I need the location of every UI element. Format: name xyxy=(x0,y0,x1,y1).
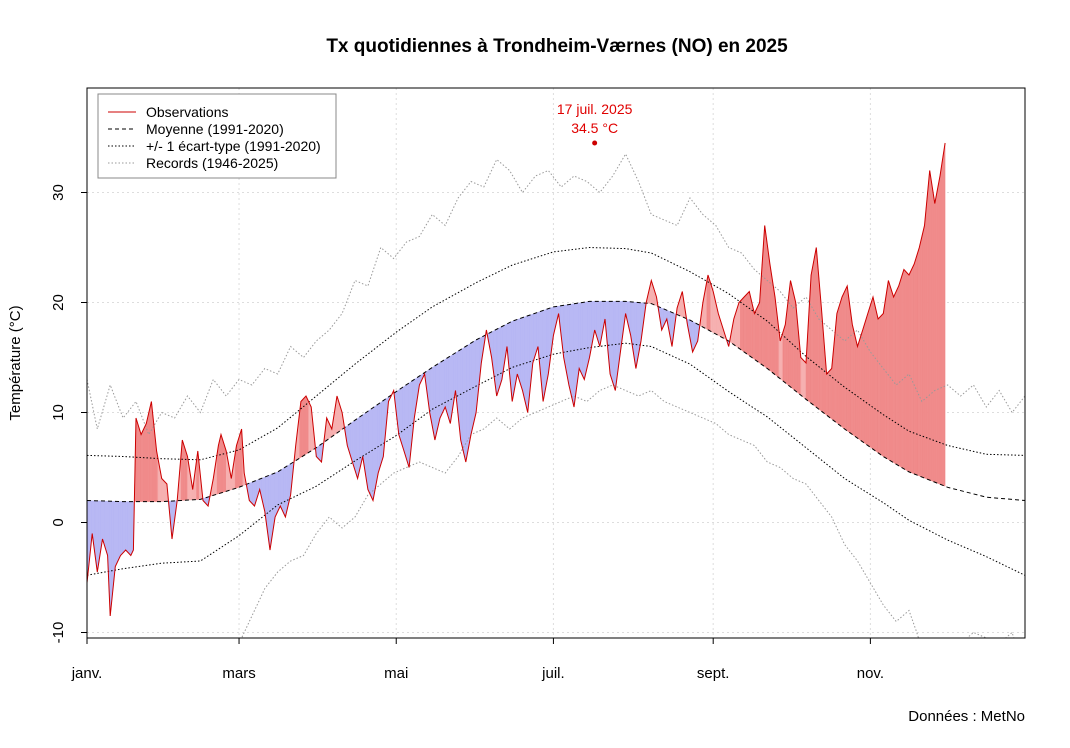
plot-frame xyxy=(86,87,1026,639)
chart-title: Tx quotidiennes à Trondheim-Værnes (NO) … xyxy=(326,36,788,57)
annotation-point xyxy=(592,140,598,146)
legend-label-records: Records (1946-2025) xyxy=(146,155,278,171)
y-tick-label: 10 xyxy=(50,404,67,421)
max-annotation: 17 juil. 2025 34.5 °C xyxy=(557,101,633,146)
y-tick-label: 20 xyxy=(50,294,67,311)
series-lines xyxy=(87,142,1025,638)
observation-fill xyxy=(943,142,946,487)
x-tick-label: sept. xyxy=(697,665,730,682)
x-axis: janv. mars mai juil. sept. nov. xyxy=(71,638,884,682)
y-axis-label: Température (°C) xyxy=(7,305,24,420)
legend-box xyxy=(97,93,337,179)
grid xyxy=(86,88,1025,638)
y-tick-label: 30 xyxy=(50,184,67,201)
x-tick-label: mai xyxy=(384,665,408,682)
x-tick-label: nov. xyxy=(857,665,884,682)
annotation-value: 34.5 °C xyxy=(571,120,618,136)
series-record-min-line xyxy=(241,384,1015,638)
y-tick-label: -10 xyxy=(50,622,67,644)
x-tick-label: janv. xyxy=(71,665,103,682)
legend: Observations Moyenne (1991-2020) +/- 1 é… xyxy=(97,93,337,179)
series-std-lower-line xyxy=(87,342,1025,576)
y-tick-label: 0 xyxy=(50,518,67,526)
data-source: Données : MetNo xyxy=(908,708,1025,725)
legend-label-observations: Observations xyxy=(146,104,228,120)
legend-label-mean: Moyenne (1991-2020) xyxy=(146,121,284,137)
series-record-max-line xyxy=(87,152,1025,436)
annotation-date: 17 juil. 2025 xyxy=(557,101,633,117)
x-tick-label: mars xyxy=(222,665,255,682)
legend-label-std: +/- 1 écart-type (1991-2020) xyxy=(146,138,321,154)
x-tick-label: juil. xyxy=(541,665,565,682)
series-observations-line xyxy=(87,142,946,617)
y-axis: -10 0 10 20 30 xyxy=(50,184,87,643)
